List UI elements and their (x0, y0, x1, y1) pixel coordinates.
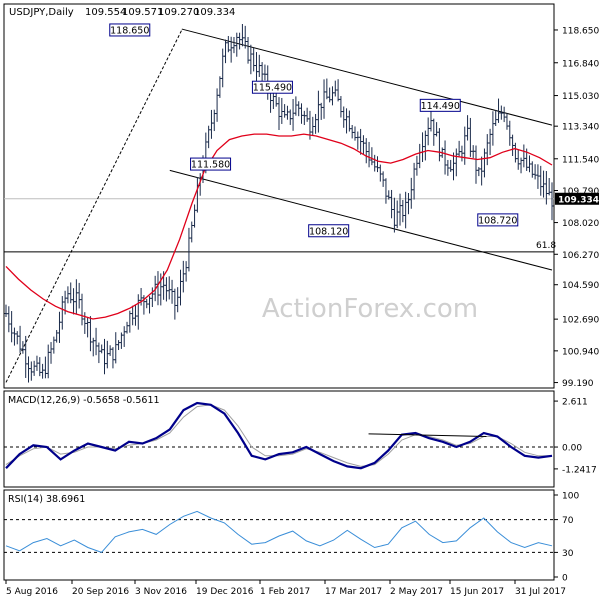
chart-header-close: 109.334 (194, 7, 235, 18)
rsi-layer: 100 70 30 0 (4, 492, 579, 584)
x-tick-label: 31 Jul 2017 (515, 587, 566, 597)
x-tick-label: 20 Sep 2016 (72, 587, 129, 597)
price-tick-label: 113.340 (562, 123, 599, 133)
x-tick-label: 1 Feb 2017 (260, 587, 310, 597)
price-annotation-label: 108.120 (309, 226, 348, 237)
rsi-tick-label: 100 (562, 492, 579, 502)
price-annotation-label: 114.490 (421, 101, 460, 112)
price-axis: 118.650 116.840 115.030 113.340 111.540 109.7… (554, 26, 599, 389)
macd-tick-label: 2.611 (562, 398, 588, 408)
rsi-tick-label: 70 (562, 516, 574, 526)
price-tick-label: 104.590 (562, 281, 599, 291)
chart-watermark: ActionForex.com (262, 294, 478, 324)
price-annotation-box (109, 23, 151, 37)
x-tick-label: 2 May 2017 (390, 587, 443, 597)
channel-lower-line (169, 169, 553, 271)
price-annotation-box (308, 224, 350, 238)
price-tick-label: 118.650 (562, 26, 599, 36)
macd-layer: 2.611 0.00 -1.2417 (4, 398, 597, 475)
macd-divergence-line (368, 433, 487, 437)
moving-average-line (5, 133, 553, 320)
price-tick-label: 100.940 (562, 347, 599, 357)
macd-title: MACD(12,26,9) -0.5658 -0.5611 (8, 395, 160, 406)
x-axis: 5 Aug 2016 20 Sep 2016 3 Nov 2016 19 Dec 20… (5, 580, 566, 597)
macd-tick-label: -1.2417 (562, 465, 597, 475)
price-tick-label: 99.190 (562, 379, 594, 389)
price-tick-label: 115.030 (562, 92, 599, 102)
current-price-box (555, 192, 599, 205)
current-price-label: 109.334 (558, 195, 599, 205)
rsi-panel-frame (3, 489, 555, 581)
price-tick-label: 109.790 (562, 187, 599, 197)
price-tick-label: 102.690 (562, 316, 599, 326)
price-annotation-label: 115.490 (253, 83, 292, 94)
x-tick-label: 5 Aug 2016 (6, 587, 58, 597)
chart-header-high: 109.571 (122, 7, 163, 18)
price-annotation-box (251, 80, 293, 94)
main-price-layer: 61.8 118.650 115.490 114.490 111.580 108.120 1… (4, 23, 556, 383)
chart-header-low: 109.270 (158, 7, 199, 18)
rsi-tick-label: 0 (562, 574, 568, 584)
chart-header-open: 109.554 (85, 7, 126, 18)
chart-header-symbol: USDJPY,Daily (9, 7, 74, 18)
macd-main-line (5, 401, 553, 470)
price-annotation-box (190, 157, 232, 171)
price-annotation-label: 118.650 (110, 25, 149, 36)
price-annotation-box (477, 213, 519, 227)
price-annotation-box (419, 98, 461, 112)
macd-panel-frame (3, 390, 555, 488)
x-tick-label: 19 Dec 2016 (196, 587, 254, 597)
channel-upper-line (181, 28, 553, 126)
x-tick-label: 15 Jun 2017 (450, 587, 504, 597)
rsi-line (5, 510, 553, 553)
price-tick-label: 116.840 (562, 59, 599, 69)
price-tick-label: 111.540 (562, 155, 599, 165)
price-annotation-label: 111.580 (191, 160, 230, 171)
dotted-trend-line (5, 29, 183, 383)
main-panel-frame (3, 3, 555, 389)
price-annotation-label: 108.720 (478, 215, 517, 226)
x-tick-label: 3 Nov 2016 (135, 587, 187, 597)
x-tick-label: 17 Mar 2017 (325, 587, 382, 597)
price-tick-label: 108.020 (562, 219, 599, 229)
fib-level-label: 61.8 (536, 241, 556, 251)
price-tick-label: 106.270 (562, 251, 599, 261)
rsi-title: RSI(14) 38.6961 (8, 494, 85, 505)
macd-tick-label: 0.00 (562, 444, 582, 454)
rsi-tick-label: 30 (562, 549, 574, 559)
